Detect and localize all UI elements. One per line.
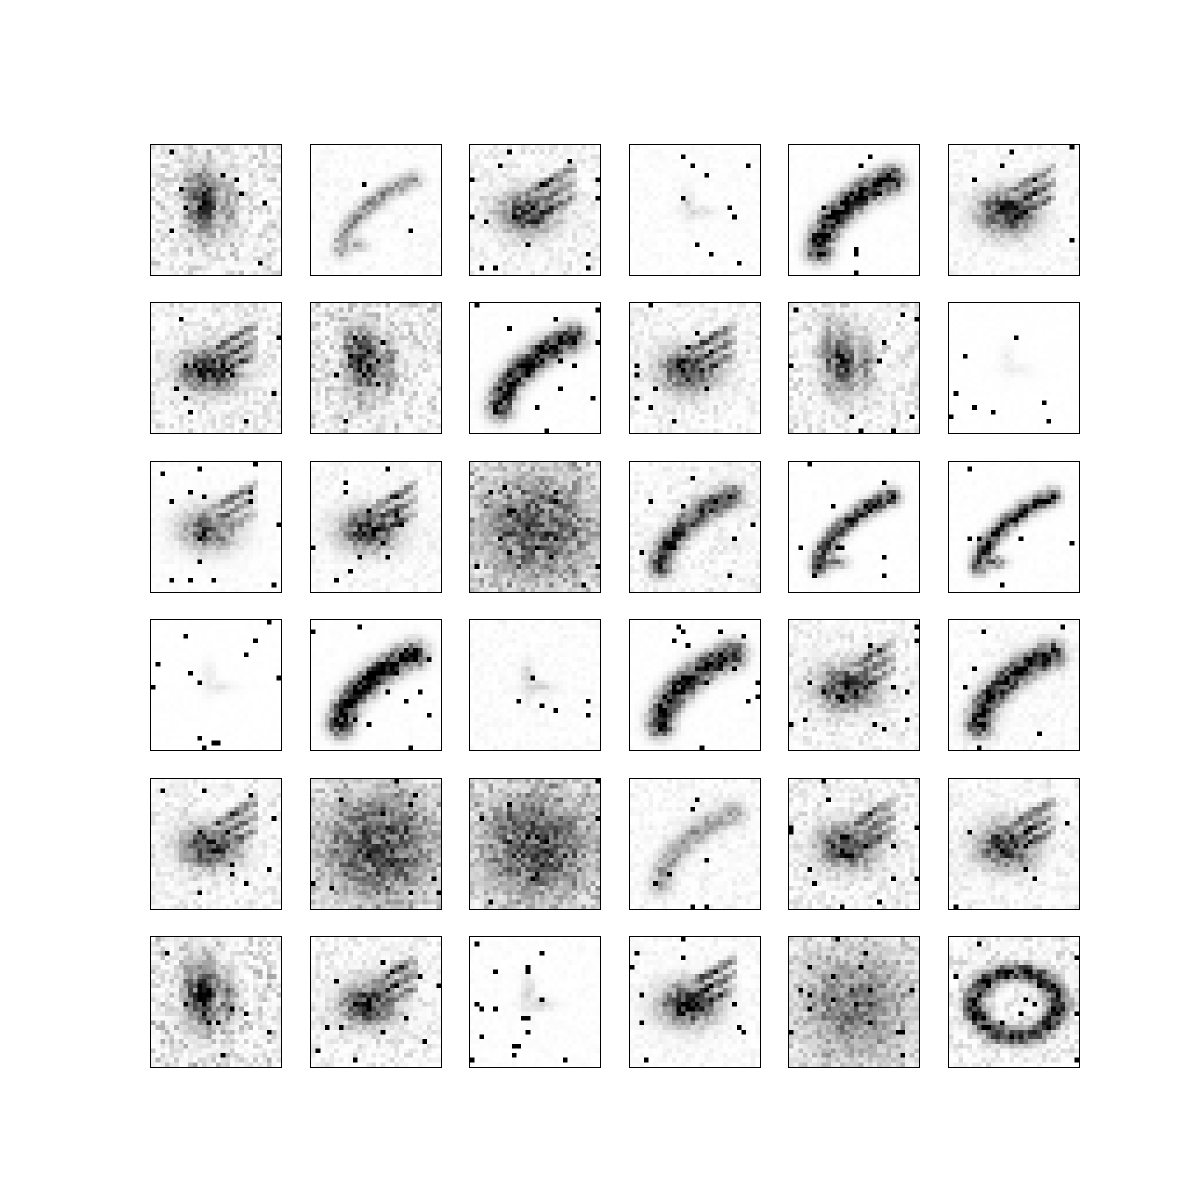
image-pixels <box>630 145 760 275</box>
generated-image-r4c1 <box>150 619 282 751</box>
generated-image-r2c2 <box>310 302 442 434</box>
image-pixels <box>151 779 281 909</box>
image-pixels <box>311 303 441 433</box>
generated-image-r6c2 <box>310 936 442 1068</box>
generated-image-r6c4 <box>629 936 761 1068</box>
generated-image-r6c3 <box>469 936 601 1068</box>
image-pixels <box>151 620 281 750</box>
image-pixels <box>630 779 760 909</box>
image-pixels <box>630 937 760 1067</box>
image-pixels <box>949 462 1079 592</box>
image-pixels <box>311 620 441 750</box>
generated-image-r5c2 <box>310 778 442 910</box>
image-pixels <box>789 937 919 1067</box>
generated-image-r5c3 <box>469 778 601 910</box>
image-pixels <box>789 462 919 592</box>
image-pixels <box>151 303 281 433</box>
image-pixels <box>949 303 1079 433</box>
generated-image-r4c2 <box>310 619 442 751</box>
generated-image-r6c6 <box>948 936 1080 1068</box>
image-pixels <box>151 145 281 275</box>
image-pixels <box>949 779 1079 909</box>
generated-image-r3c5 <box>788 461 920 593</box>
generated-image-r2c1 <box>150 302 282 434</box>
generated-image-r3c4 <box>629 461 761 593</box>
generated-image-r3c6 <box>948 461 1080 593</box>
generated-image-r2c5 <box>788 302 920 434</box>
generated-image-r4c4 <box>629 619 761 751</box>
image-pixels <box>470 620 600 750</box>
generated-image-r6c5 <box>788 936 920 1068</box>
image-pixels <box>151 937 281 1067</box>
image-pixels <box>949 145 1079 275</box>
image-pixels <box>470 303 600 433</box>
image-pixels <box>789 303 919 433</box>
image-pixels <box>311 779 441 909</box>
image-pixels <box>630 462 760 592</box>
generated-image-r3c3 <box>469 461 601 593</box>
generated-image-r1c6 <box>948 144 1080 276</box>
generated-image-r1c2 <box>310 144 442 276</box>
generated-image-r4c6 <box>948 619 1080 751</box>
generated-image-r5c4 <box>629 778 761 910</box>
image-pixels <box>949 937 1079 1067</box>
image-pixels <box>311 145 441 275</box>
generated-image-r2c4 <box>629 302 761 434</box>
generated-image-r4c3 <box>469 619 601 751</box>
image-pixels <box>949 620 1079 750</box>
generated-image-r3c1 <box>150 461 282 593</box>
image-pixels <box>470 145 600 275</box>
generated-image-r6c1 <box>150 936 282 1068</box>
image-pixels <box>470 779 600 909</box>
generated-image-r1c1 <box>150 144 282 276</box>
image-pixels <box>311 462 441 592</box>
image-pixels <box>311 937 441 1067</box>
image-pixels <box>789 779 919 909</box>
generated-image-r5c1 <box>150 778 282 910</box>
image-pixels <box>151 462 281 592</box>
generated-image-r5c5 <box>788 778 920 910</box>
image-pixels <box>789 620 919 750</box>
generated-image-r5c6 <box>948 778 1080 910</box>
generated-image-r4c5 <box>788 619 920 751</box>
generated-image-r1c4 <box>629 144 761 276</box>
image-pixels <box>470 462 600 592</box>
image-pixels <box>630 303 760 433</box>
image-pixels <box>789 145 919 275</box>
generated-image-r1c5 <box>788 144 920 276</box>
generated-image-r2c6 <box>948 302 1080 434</box>
generated-image-r1c3 <box>469 144 601 276</box>
generated-image-r2c3 <box>469 302 601 434</box>
image-pixels <box>630 620 760 750</box>
image-pixels <box>470 937 600 1067</box>
generated-image-r3c2 <box>310 461 442 593</box>
